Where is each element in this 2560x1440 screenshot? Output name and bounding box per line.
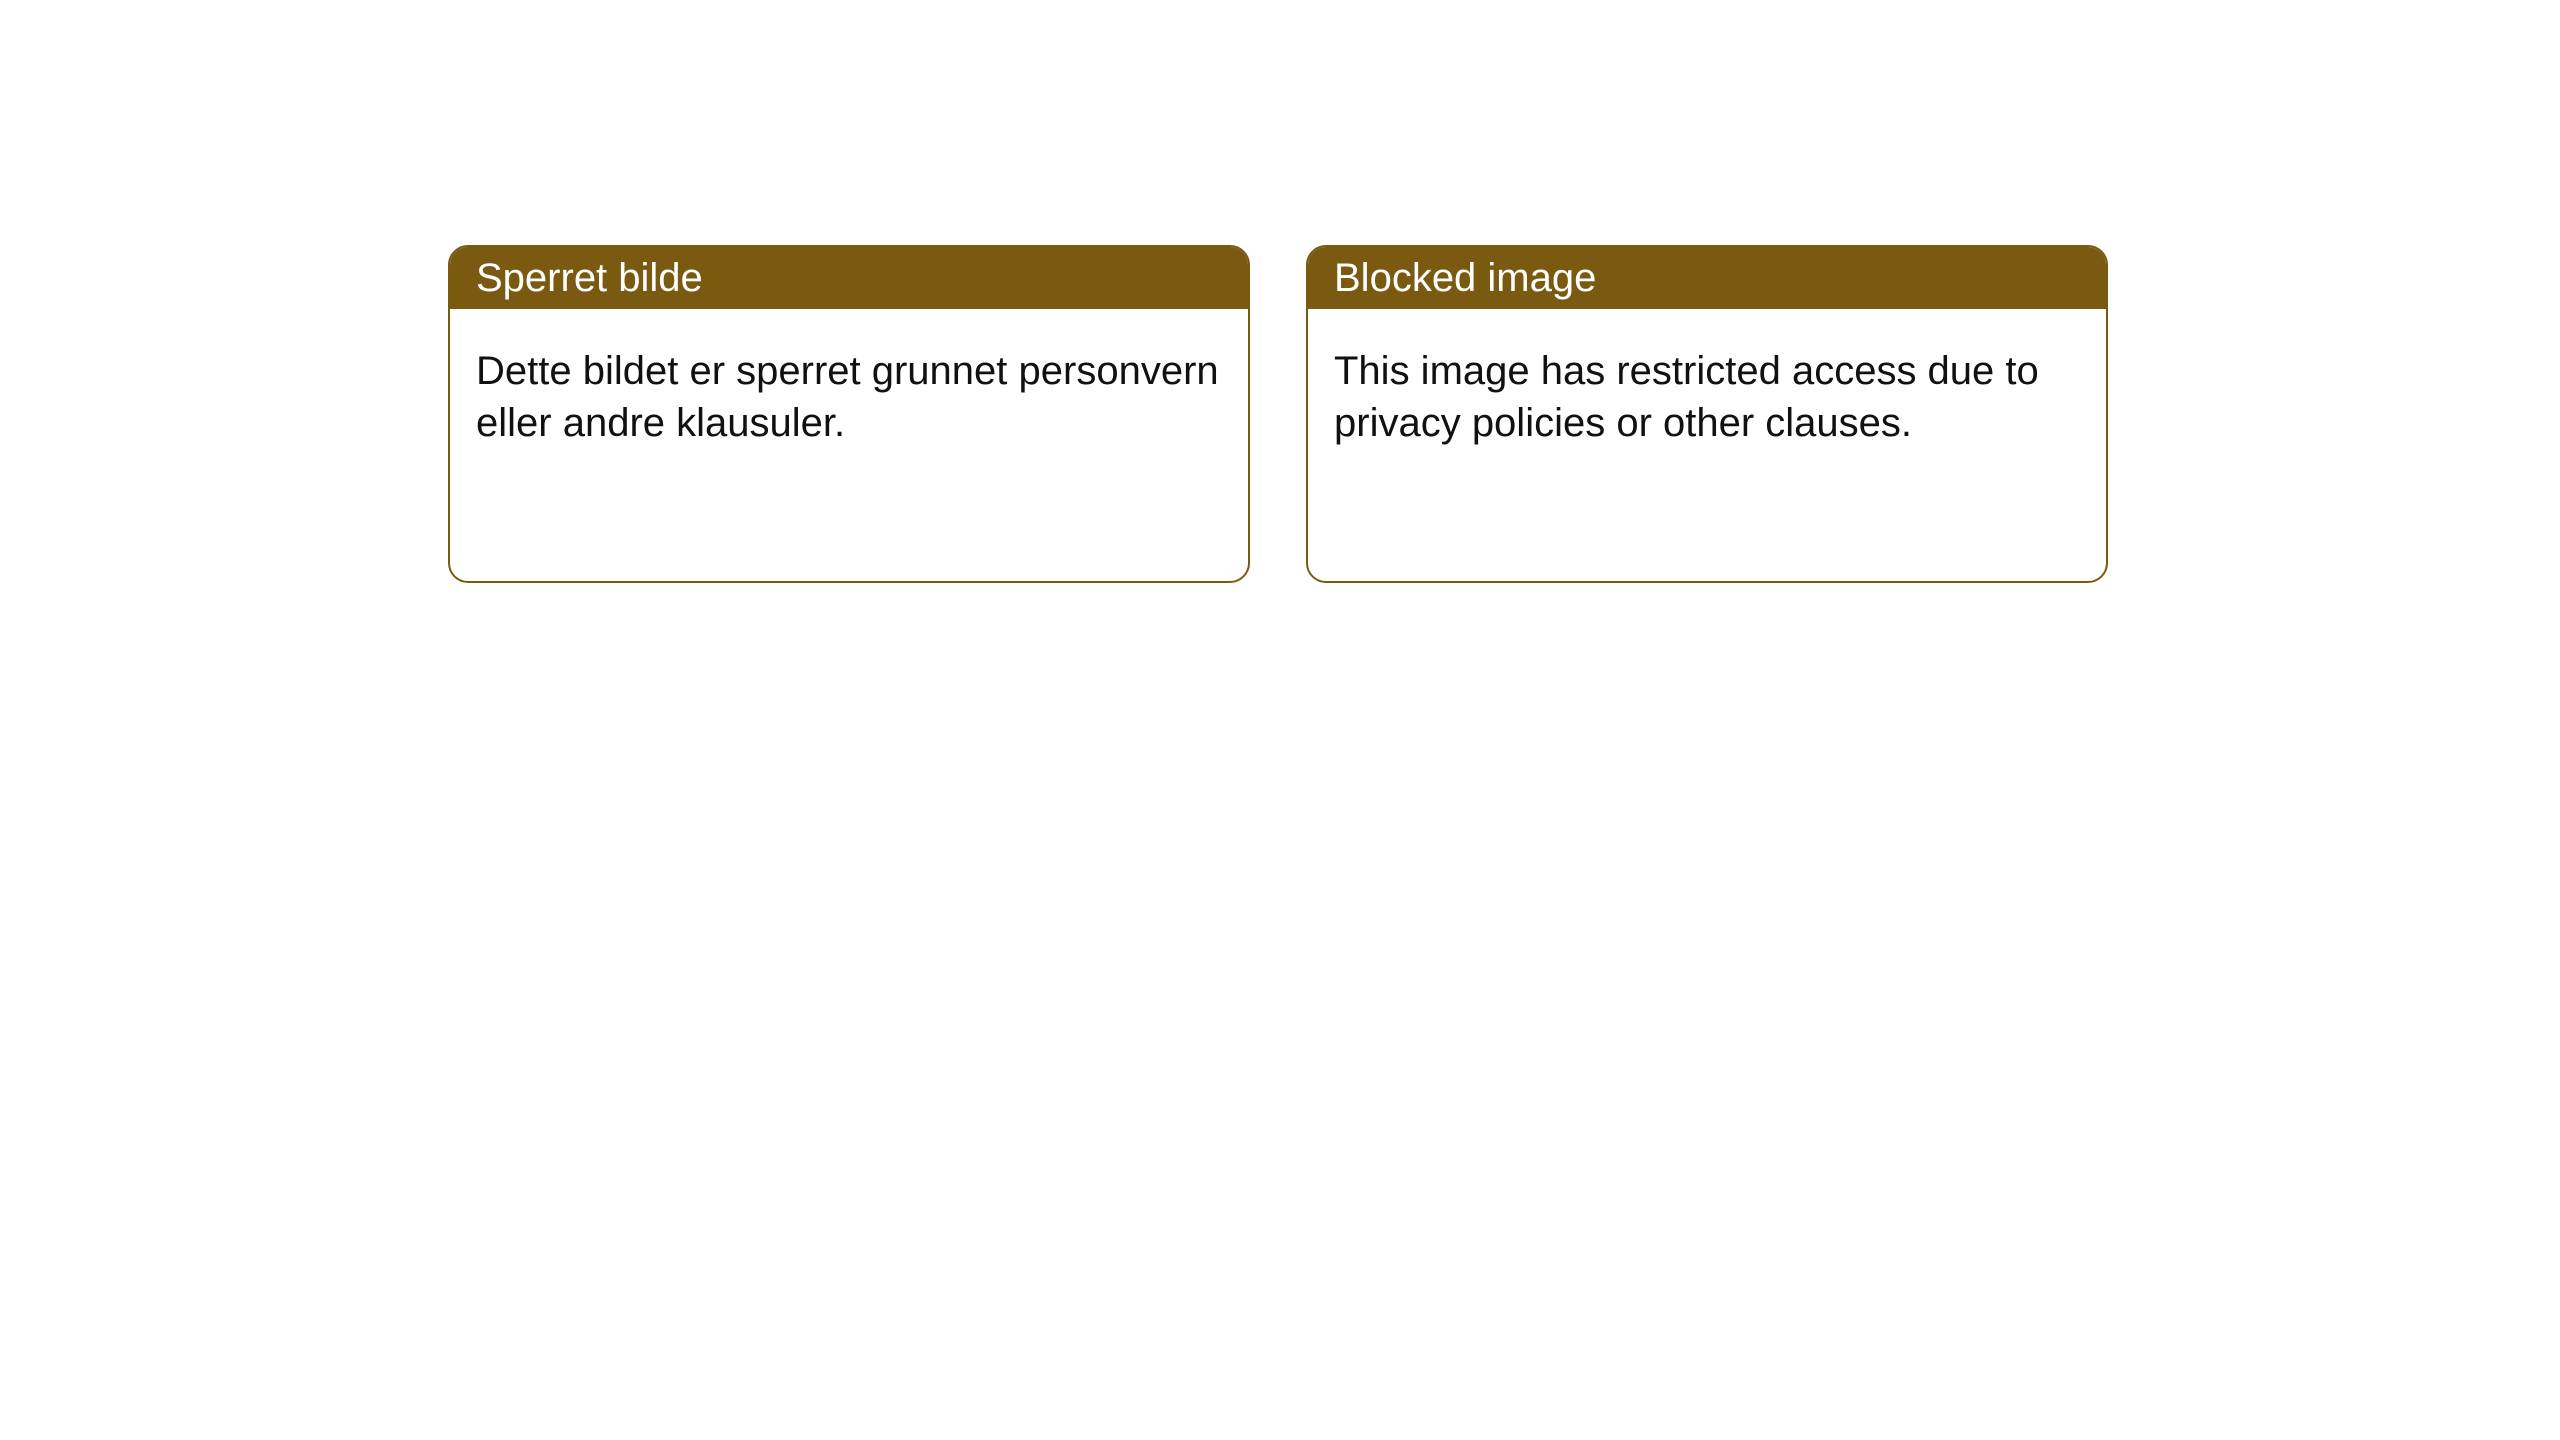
blocked-image-card-en: Blocked image This image has restricted …: [1306, 245, 2108, 583]
card-header: Sperret bilde: [450, 247, 1248, 309]
card-body: Dette bildet er sperret grunnet personve…: [450, 309, 1248, 485]
blocked-image-card-no: Sperret bilde Dette bildet er sperret gr…: [448, 245, 1250, 583]
card-body: This image has restricted access due to …: [1308, 309, 2106, 485]
notice-cards-container: Sperret bilde Dette bildet er sperret gr…: [448, 245, 2108, 583]
card-header: Blocked image: [1308, 247, 2106, 309]
